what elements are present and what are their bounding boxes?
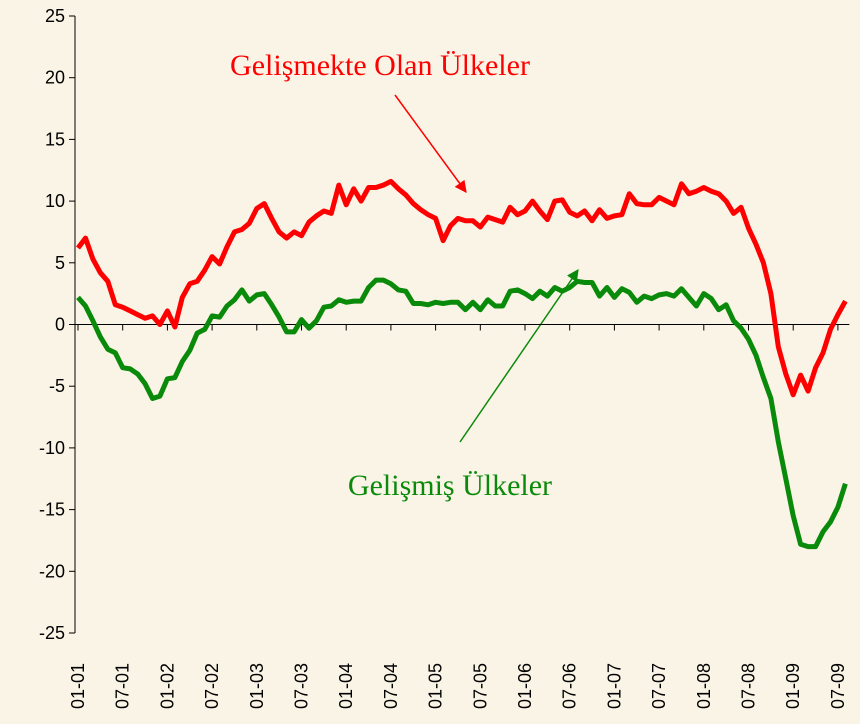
y-tick-label: 15 (45, 129, 65, 149)
x-tick-label: 07-01 (113, 663, 133, 709)
y-tick-label: 20 (45, 68, 65, 88)
x-tick-label: 07-08 (739, 663, 759, 709)
series-line (76, 178, 848, 398)
x-tick-label: 01-07 (604, 663, 624, 709)
y-tick-label: 0 (55, 315, 65, 335)
x-tick-label: 01-08 (694, 663, 714, 709)
x-tick-label: 01-05 (426, 663, 446, 709)
annotation-arrow (459, 269, 579, 443)
series-annotation: Gelişmekte Olan Ülkeler (230, 49, 530, 82)
series-annotation: Gelişmiş Ülkeler (348, 469, 552, 502)
y-tick-label: -10 (39, 438, 65, 458)
x-tick-label: 07-06 (560, 663, 580, 709)
y-tick-label: 25 (45, 6, 65, 26)
y-tick-label: 5 (55, 253, 65, 273)
x-tick-label: 07-04 (381, 663, 401, 709)
x-tick-label: 07-07 (649, 663, 669, 709)
y-tick-label: -25 (39, 623, 65, 643)
y-tick-label: -5 (49, 376, 65, 396)
x-tick-label: 01-09 (783, 663, 803, 709)
annotation-arrow (394, 94, 467, 193)
y-tick-label: 10 (45, 191, 65, 211)
y-tick-label: -15 (39, 500, 65, 520)
x-tick-label: 07-03 (292, 663, 312, 709)
x-tick-label: 01-06 (515, 663, 535, 709)
x-tick-label: 07-09 (828, 663, 848, 709)
x-tick-label: 01-02 (157, 663, 177, 709)
series-line (76, 277, 848, 550)
x-tick-label: 07-02 (202, 663, 222, 709)
x-tick-label: 01-04 (336, 663, 356, 709)
x-tick-label: 01-01 (68, 663, 88, 709)
x-tick-label: 01-03 (247, 663, 267, 709)
y-tick-label: -20 (39, 561, 65, 581)
x-tick-label: 07-05 (470, 663, 490, 709)
